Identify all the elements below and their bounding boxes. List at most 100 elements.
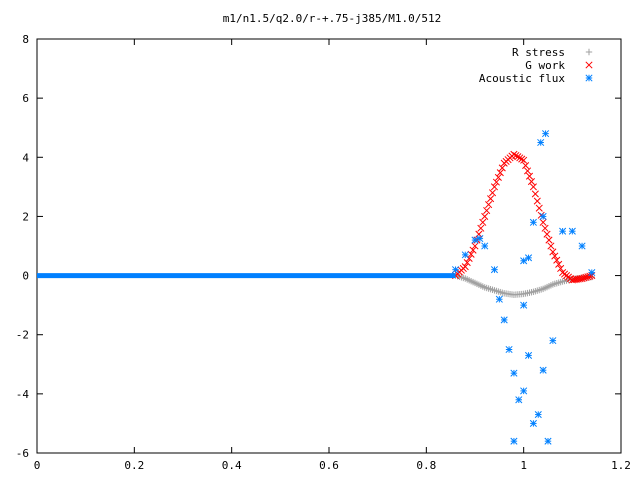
data-point [471, 242, 479, 250]
data-point [524, 254, 533, 262]
data-point [568, 227, 576, 235]
data-point [542, 130, 550, 138]
y-tick-label: -4 [16, 388, 30, 401]
marker-stroke [578, 242, 586, 250]
marker-stroke [580, 274, 588, 282]
data-point [475, 230, 483, 238]
data-point [543, 230, 551, 238]
y-tick-label: 0 [22, 270, 29, 283]
y-tick-label: -2 [16, 329, 29, 342]
marker-stroke [477, 224, 485, 232]
marker-stroke [467, 250, 475, 258]
data-point [461, 251, 469, 259]
marker-stroke [549, 337, 557, 345]
marker-stroke [516, 154, 524, 162]
data-point [585, 74, 593, 82]
data-point [555, 260, 563, 268]
data-point [516, 154, 524, 162]
data-point [451, 266, 460, 274]
data-point [585, 48, 593, 56]
marker-stroke [471, 242, 479, 250]
marker-stroke [496, 169, 504, 177]
marker-stroke [481, 212, 489, 220]
marker-stroke [487, 195, 495, 203]
marker-stroke [557, 264, 565, 273]
data-point [490, 183, 499, 191]
marker-stroke [461, 263, 469, 271]
data-point [471, 236, 479, 244]
data-point [549, 248, 557, 256]
marker-stroke [479, 218, 487, 226]
series-acoustic-flux [37, 130, 596, 445]
data-point [557, 264, 565, 273]
data-point [539, 366, 547, 374]
marker-stroke [533, 197, 541, 205]
marker-stroke [549, 248, 557, 256]
marker-stroke [551, 252, 559, 260]
x-tick-label: 0 [34, 459, 41, 472]
marker-stroke [476, 235, 484, 243]
marker-stroke [582, 273, 590, 281]
legend-label: R stress [512, 46, 565, 59]
y-tick-label: 4 [22, 151, 29, 164]
data-point [553, 256, 561, 264]
marker-stroke [520, 257, 528, 265]
marker-stroke [520, 387, 528, 395]
data-point [580, 274, 588, 282]
data-point [535, 204, 543, 212]
data-point [512, 151, 520, 160]
marker-stroke [490, 266, 499, 274]
data-point [510, 150, 518, 158]
marker-stroke [534, 411, 542, 419]
marker-stroke [505, 345, 513, 354]
marker-stroke [542, 130, 550, 138]
marker-stroke [541, 224, 549, 232]
data-point [588, 269, 596, 277]
data-point [531, 190, 539, 198]
marker-stroke [495, 295, 503, 303]
data-point [510, 437, 518, 445]
marker-stroke [539, 366, 547, 374]
marker-stroke [535, 204, 543, 212]
marker-stroke [529, 218, 537, 226]
marker-stroke [555, 260, 563, 268]
y-tick-label: -6 [16, 447, 29, 460]
marker-stroke [490, 183, 499, 191]
data-point [514, 153, 522, 161]
data-point [585, 61, 593, 69]
data-point [492, 178, 500, 186]
marker-stroke [559, 227, 567, 235]
data-point [481, 212, 489, 220]
data-point [488, 189, 497, 197]
data-point [522, 162, 530, 170]
data-point [559, 227, 567, 235]
data-point [524, 351, 533, 359]
data-point [487, 195, 495, 203]
data-point [476, 235, 484, 243]
marker-stroke [463, 259, 471, 267]
marker-stroke [469, 246, 477, 254]
marker-stroke [485, 201, 493, 209]
marker-stroke [529, 183, 537, 191]
marker-stroke [585, 74, 593, 82]
marker-stroke [568, 227, 576, 235]
marker-stroke [483, 206, 491, 215]
marker-stroke [537, 211, 545, 219]
data-point [520, 156, 528, 164]
marker-stroke [461, 251, 469, 259]
data-point [520, 301, 528, 309]
marker-stroke [510, 150, 518, 158]
data-point [545, 236, 553, 244]
data-point [527, 177, 536, 186]
data-point [541, 224, 549, 232]
series-layer [37, 130, 596, 445]
marker-stroke [531, 190, 539, 198]
marker-stroke [524, 167, 532, 175]
legend-label: G work [525, 59, 565, 72]
data-point [551, 252, 559, 260]
data-point [463, 259, 471, 267]
y-tick-label: 8 [22, 33, 29, 46]
plot-frame [36, 38, 622, 454]
data-point [534, 411, 542, 419]
